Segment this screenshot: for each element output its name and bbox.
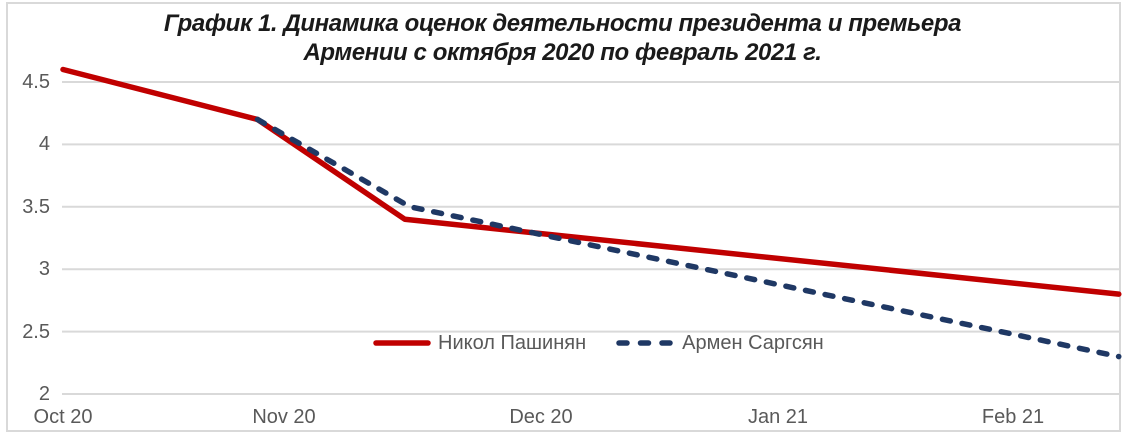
chart-title-line1: График 1. Динамика оценок деятельности п… [163,10,962,37]
legend-solid-line-icon [373,340,431,346]
y-tick-label: 3.5 [22,195,50,218]
chart-title-line2: Армении с октября 2020 по февраль 2021 г… [303,39,822,66]
legend-item-sargsyan: Армен Саргсян [616,332,824,355]
y-tick-label: 2.5 [22,320,50,343]
x-tick-label: Oct 20 [33,406,93,428]
y-tick-label: 2 [38,383,50,405]
series-line-1 [254,116,1122,360]
x-tick-label: Dec 20 [509,406,573,428]
y-tick-label: 4.5 [22,71,50,93]
chart-title: График 1. Динамика оценок деятельности п… [0,9,1125,67]
x-tick-label: Jan 21 [747,406,809,428]
y-tick-label: 4 [38,133,50,156]
legend-label-pashinyan: Никол Пашинян [438,331,587,354]
x-tick-label: Nov 20 [252,406,316,428]
legend-label-sargsyan: Армен Саргсян [682,331,824,354]
legend-dashed-line-icon [616,340,676,346]
x-tick-label: Feb 21 [981,406,1045,428]
legend: Никол Пашинян Армен Саргсян [372,330,824,356]
legend-item-pashinyan: Никол Пашинян [372,332,586,355]
y-tick-label: 3 [38,258,50,281]
series-line-0 [60,66,1122,297]
